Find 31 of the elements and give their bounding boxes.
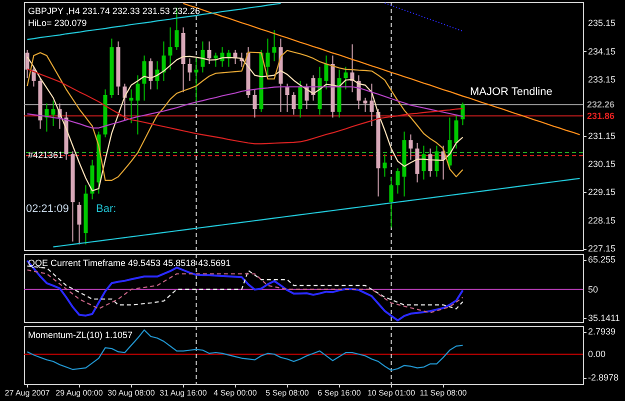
x-tick-label: 4 Sep 00:00 [214,388,258,398]
annotation: #421361 [28,150,64,160]
ref-line-label: 231.86 [587,110,615,121]
x-tick-label: 31 Aug 16:00 [160,388,208,398]
x-tick-label: 27 Aug 2007 [4,388,50,398]
x-tick-label: 10 Sep 01:00 [367,388,416,398]
y-tick-label: 0.00 [588,349,606,360]
annotation: MAJOR Tendline [470,86,552,98]
y-tick-label: 228.15 [588,215,616,226]
annotation: Bar: [96,203,116,215]
chart-title: Momentum-ZL(10) 1.1057 [28,330,133,340]
x-tick-label: 6 Sep 16:00 [318,388,362,398]
y-tick-label: 35.1411 [588,313,620,324]
x-tick-label: 11 Sep 08:00 [420,388,468,398]
y-tick-label: 2.7939 [588,326,616,337]
y-tick-label: -2.8978 [588,372,619,383]
y-tick-label: 231.15 [588,130,616,141]
y-tick-label: 230.15 [588,159,616,170]
y-tick-label: 234.15 [588,46,616,56]
y-tick-label: 50 [588,284,598,294]
y-tick-label: 227.15 [588,244,616,254]
y-tick-label: 235.15 [588,18,616,28]
x-tick-label: 30 Aug 08:00 [108,388,156,398]
ref-line-label: 232.26 [587,100,615,110]
y-tick-label: 229.15 [588,187,616,198]
y-tick-label: 233.15 [588,74,616,84]
annotation: HiLo= 230.079 [28,18,87,28]
y-tick-label: 65.255 [588,254,616,265]
x-tick-label: 29 Aug 00:00 [56,388,104,398]
x-tick-label: 5 Sep 08:00 [266,388,310,398]
annotation: 02:21:09 [26,203,69,215]
